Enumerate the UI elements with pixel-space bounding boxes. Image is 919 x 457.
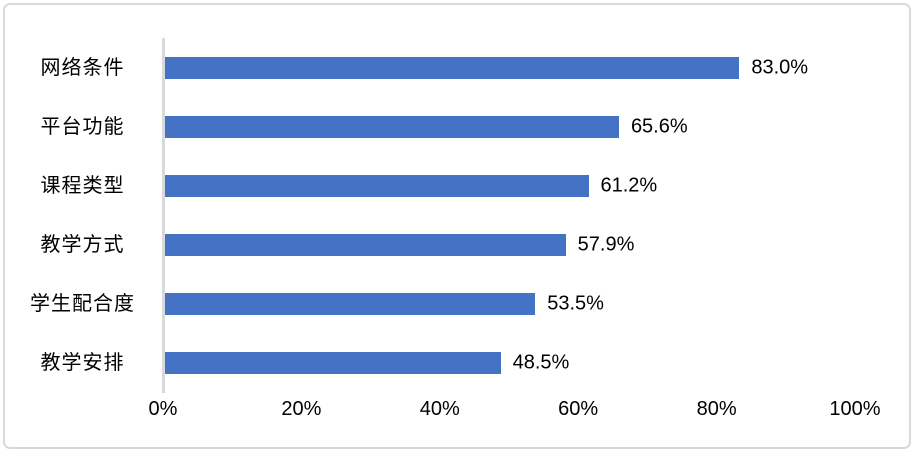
bar xyxy=(165,292,536,315)
chart-row: 教学安排 48.5% xyxy=(0,333,857,392)
bar-track: 61.2% xyxy=(165,174,857,197)
x-axis-tick-labels: 0% 20% 40% 60% 80% 100% xyxy=(149,398,881,425)
category-label: 教学方式 xyxy=(40,233,125,256)
x-axis-tick-label: 100% xyxy=(829,398,881,420)
category-label: 平台功能 xyxy=(40,115,125,138)
category-axis-line xyxy=(162,38,165,393)
bar-track: 65.6% xyxy=(165,115,857,138)
bar xyxy=(165,115,619,138)
value-label: 83.0% xyxy=(751,56,809,78)
x-axis-tick-label: 0% xyxy=(148,398,178,420)
chart-row: 教学方式 57.9% xyxy=(0,215,857,274)
value-label: 65.6% xyxy=(630,115,688,137)
bar xyxy=(165,233,566,256)
x-axis-tick-label: 20% xyxy=(281,398,322,420)
x-axis-tick-label: 80% xyxy=(696,398,737,420)
chart-row: 课程类型 61.2% xyxy=(0,156,857,215)
bar xyxy=(165,174,589,197)
category-label: 学生配合度 xyxy=(30,292,135,315)
chart-row: 网络条件 83.0% xyxy=(0,38,857,97)
category-label: 网络条件 xyxy=(40,56,125,79)
bar-track: 57.9% xyxy=(165,233,857,256)
category-label: 教学安排 xyxy=(40,351,125,374)
x-axis-tick-label: 60% xyxy=(558,398,599,420)
plot-area: 网络条件 83.0% 平台功能 65.6% 课程类型 61.2% 教学方式 57.9% 学生配合… xyxy=(0,38,857,392)
bar-track: 53.5% xyxy=(165,292,857,315)
chart-row: 学生配合度 53.5% xyxy=(0,274,857,333)
value-label: 57.9% xyxy=(577,233,635,255)
bar xyxy=(165,351,501,374)
bar xyxy=(165,56,740,79)
bar-track: 83.0% xyxy=(165,56,857,79)
value-label: 53.5% xyxy=(547,292,604,314)
value-label: 61.2% xyxy=(600,174,658,196)
value-label: 48.5% xyxy=(512,351,570,373)
x-axis-tick-label: 40% xyxy=(419,398,460,420)
category-label: 课程类型 xyxy=(40,174,125,197)
bar-track: 48.5% xyxy=(165,351,857,374)
chart-row: 平台功能 65.6% xyxy=(0,97,857,156)
